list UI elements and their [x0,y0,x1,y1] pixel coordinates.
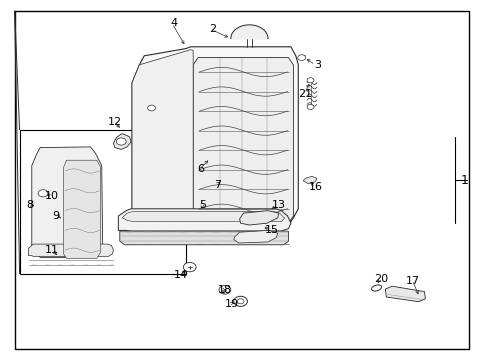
Text: 20: 20 [374,274,387,284]
Text: 15: 15 [264,225,278,235]
Polygon shape [132,47,298,225]
Circle shape [219,285,230,294]
Polygon shape [118,209,290,231]
Circle shape [183,262,196,272]
Text: 17: 17 [406,276,419,286]
Text: 9: 9 [53,211,60,221]
Polygon shape [28,244,113,256]
Polygon shape [385,286,425,302]
Polygon shape [303,176,316,184]
Polygon shape [132,50,193,225]
Polygon shape [120,231,288,245]
Text: 14: 14 [174,270,187,280]
Text: 19: 19 [225,299,239,309]
Text: 16: 16 [308,182,322,192]
Text: 4: 4 [170,18,177,28]
Circle shape [38,190,48,197]
Polygon shape [239,211,278,225]
Polygon shape [233,230,277,243]
Circle shape [147,105,155,111]
Text: 12: 12 [108,117,122,127]
Polygon shape [113,134,131,149]
Text: 3: 3 [314,60,321,70]
Text: 5: 5 [199,200,206,210]
Text: 7: 7 [214,180,221,190]
Circle shape [306,104,313,109]
Polygon shape [122,212,284,221]
Circle shape [297,55,305,60]
Text: 21: 21 [298,89,312,99]
Circle shape [306,78,313,83]
Circle shape [116,138,126,145]
Polygon shape [193,58,293,223]
Text: 13: 13 [271,200,285,210]
Polygon shape [63,160,101,258]
Polygon shape [32,147,102,257]
Text: 2: 2 [209,24,216,34]
Text: 8: 8 [26,200,33,210]
Polygon shape [230,25,267,39]
Text: 11: 11 [44,245,58,255]
Text: 10: 10 [44,191,58,201]
Text: 1: 1 [460,174,468,186]
Text: 18: 18 [218,285,231,295]
Text: 6: 6 [197,164,203,174]
